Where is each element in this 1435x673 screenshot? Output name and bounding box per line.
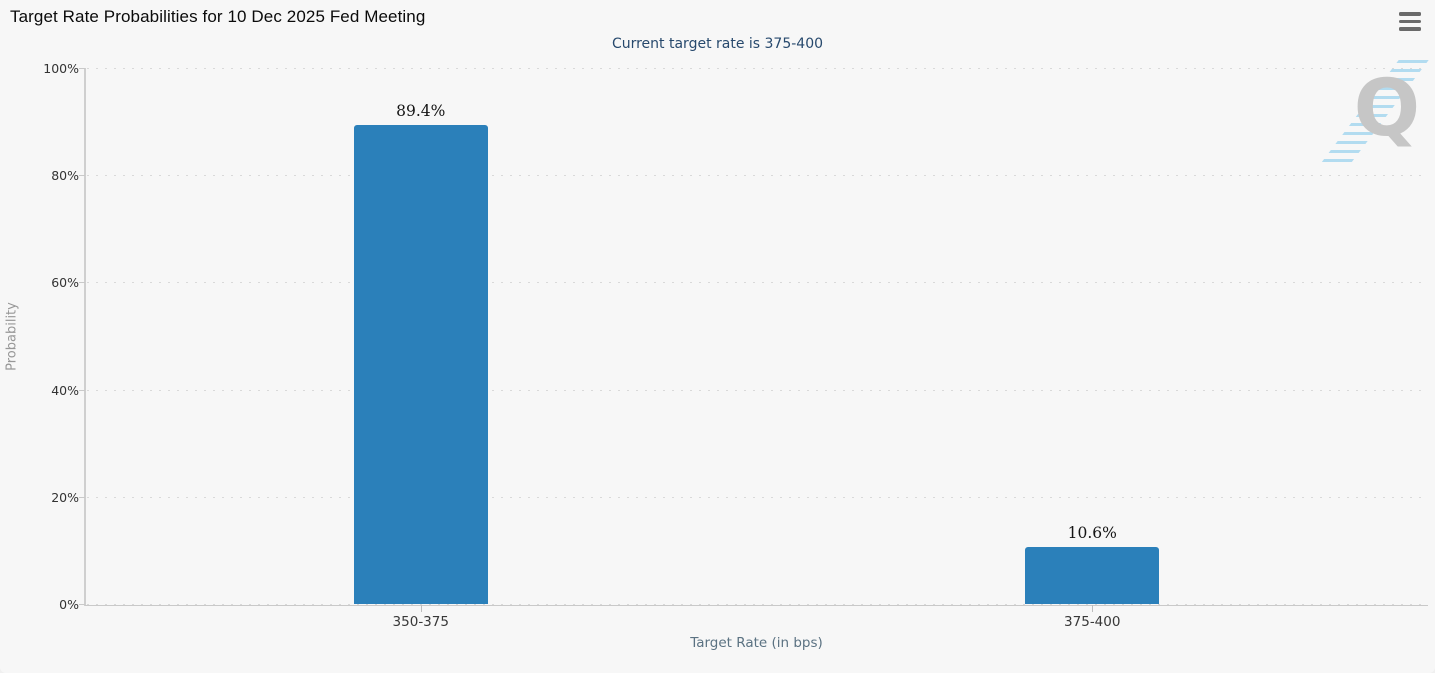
chart-title: Target Rate Probabilities for 10 Dec 202… [10,7,426,26]
probability-bar-350-375[interactable] [353,124,488,604]
y-axis-tick [79,282,85,284]
x-axis-title: Target Rate (in bps) [690,635,823,651]
hamburger-menu-icon[interactable] [1399,12,1421,31]
x-axis-line [85,605,1428,606]
gridline [87,389,1428,391]
y-axis-title: Probability [4,302,20,371]
hamburger-bar [1399,12,1421,16]
x-tick-label: 350-375 [392,614,449,630]
probability-bar-375-400[interactable] [1025,547,1160,604]
y-tick-label: 60% [51,275,79,291]
plot-area: 0% 20% 40% 60% 80% 100% 89.4% 350-375 10.6% 375-4… [43,61,1428,630]
y-tick-label: 20% [51,489,79,505]
bar-value-label: 10.6% [1067,524,1117,543]
hamburger-bar [1399,27,1421,31]
y-tick-label: 0% [59,597,79,612]
gridline [87,496,1428,498]
bar-value-label: 89.4% [396,101,446,120]
x-axis-tick [1092,605,1094,612]
y-axis-tick [79,68,85,69]
y-axis-tick [79,175,85,177]
gridline [87,282,1428,284]
gridline [87,175,1428,177]
y-tick-label: 40% [51,382,79,398]
gridline [87,68,1428,69]
chart-subtitle: Current target rate is 375-400 [611,36,824,52]
y-axis-tick [79,496,85,498]
x-axis-tick [420,605,422,612]
gridline [87,604,1428,605]
y-axis-tick [79,389,85,391]
y-axis-line [84,68,86,606]
y-axis-tick [79,604,85,605]
y-tick-label: 100% [43,61,79,76]
hamburger-bar [1399,19,1421,24]
x-tick-label: 375-400 [1064,614,1121,630]
y-tick-label: 80% [51,168,79,184]
